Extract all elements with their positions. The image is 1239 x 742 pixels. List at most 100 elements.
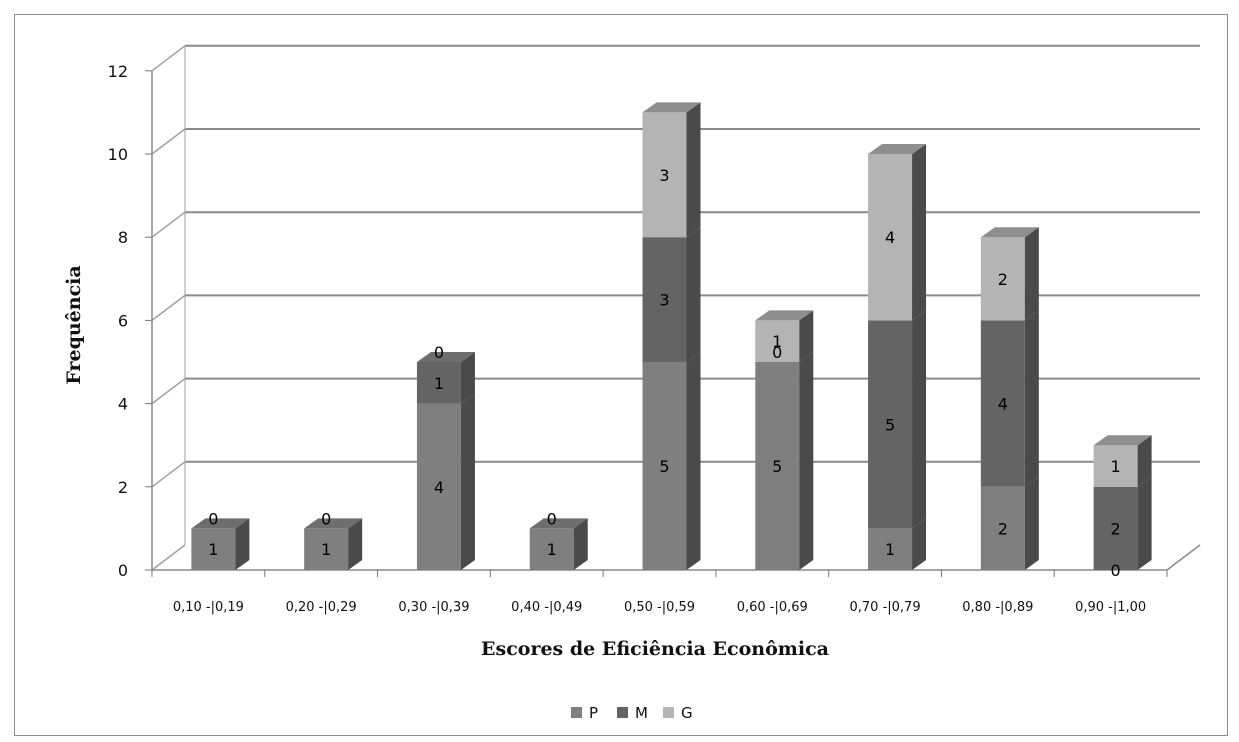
bar-segment-P bbox=[304, 528, 349, 570]
data-label-G: 0 bbox=[434, 343, 444, 362]
y-tick-label: 2 bbox=[118, 478, 128, 497]
bar-side-P bbox=[235, 518, 250, 570]
data-label-M: 5 bbox=[885, 415, 895, 434]
data-label-M: 0 bbox=[208, 509, 218, 528]
bar-segment-G bbox=[1093, 445, 1138, 487]
bar-side-P bbox=[573, 518, 588, 570]
bar-side-G bbox=[1024, 227, 1039, 321]
x-tick-label: 0,60 -|0,69 bbox=[737, 600, 808, 615]
y-tick-label: 8 bbox=[118, 228, 128, 247]
gridline-depth bbox=[151, 128, 186, 155]
x-tick-label: 0,80 -|0,89 bbox=[962, 600, 1033, 615]
gridline-depth bbox=[151, 45, 186, 72]
gridline-depth bbox=[151, 461, 186, 488]
y-axis-title: Frequência bbox=[63, 265, 85, 384]
bar-side-P bbox=[686, 352, 701, 570]
data-label-G: 1 bbox=[772, 332, 782, 351]
bar-top bbox=[191, 518, 250, 529]
legend-label-G: G bbox=[681, 704, 693, 722]
bar-segment-P bbox=[416, 403, 461, 570]
bar-side-G bbox=[912, 144, 927, 321]
data-label-P: 5 bbox=[772, 457, 782, 476]
gridline-depth bbox=[151, 378, 186, 405]
bar-side-M bbox=[1137, 476, 1152, 570]
bar-top bbox=[304, 518, 363, 529]
y-tick-label: 10 bbox=[108, 145, 128, 164]
gridline-depth bbox=[151, 211, 186, 238]
bar-segment-M bbox=[1093, 486, 1138, 570]
x-axis-title: Escores de Eficiência Econômica bbox=[481, 638, 829, 660]
data-label-P: 1 bbox=[885, 540, 895, 559]
bar-side-G bbox=[799, 310, 814, 362]
data-label-G: 1 bbox=[1111, 457, 1121, 476]
data-label-P: 1 bbox=[547, 540, 557, 559]
legend-swatch-P bbox=[571, 707, 582, 718]
x-tick-label: 0,10 -|0,19 bbox=[173, 600, 244, 615]
bar-segment-G bbox=[642, 112, 687, 238]
legend-swatch-G bbox=[663, 707, 674, 718]
y-tick-label: 0 bbox=[118, 561, 128, 580]
bar-segment-G bbox=[980, 237, 1025, 321]
data-label-M: 1 bbox=[434, 374, 444, 393]
data-label-M: 0 bbox=[547, 509, 557, 528]
data-label-P: 1 bbox=[208, 540, 218, 559]
bars-layer bbox=[191, 102, 1152, 570]
data-label-G: 2 bbox=[998, 270, 1008, 289]
data-label-M: 4 bbox=[998, 395, 1008, 414]
chart-frame bbox=[14, 14, 1228, 736]
gridline-depth bbox=[151, 294, 186, 321]
x-tick-label: 0,90 -|1,00 bbox=[1075, 600, 1146, 615]
data-label-G: 4 bbox=[885, 228, 895, 247]
y-tick-label: 4 bbox=[118, 395, 128, 414]
gridline-depth bbox=[151, 544, 186, 571]
bar-segment-G bbox=[868, 154, 913, 321]
data-label-M: 3 bbox=[659, 291, 669, 310]
bar-segment-P bbox=[755, 362, 800, 570]
bar-segment-P bbox=[529, 528, 574, 570]
bar-side-P bbox=[1024, 476, 1039, 570]
data-label-P: 5 bbox=[659, 457, 669, 476]
bar-side-P bbox=[912, 518, 927, 570]
legend-label-P: P bbox=[589, 704, 598, 722]
data-label-P: 1 bbox=[321, 540, 331, 559]
bar-top bbox=[1093, 435, 1152, 446]
bar-top bbox=[755, 310, 814, 321]
bar-top bbox=[980, 227, 1039, 238]
bar-side-P bbox=[460, 393, 475, 570]
bar-segment-P bbox=[191, 528, 236, 570]
bar-top bbox=[529, 518, 588, 529]
bar-segment-M bbox=[980, 320, 1025, 487]
y-tick-label: 6 bbox=[118, 311, 128, 330]
bar-side-P bbox=[348, 518, 363, 570]
bar-top bbox=[642, 102, 701, 113]
bar-side-G bbox=[1137, 435, 1152, 487]
data-label-M: 0 bbox=[772, 343, 782, 362]
bar-segment-P bbox=[980, 486, 1025, 570]
bar-segment-M bbox=[642, 237, 687, 362]
data-label-G: 3 bbox=[659, 166, 669, 185]
bar-side-M bbox=[460, 352, 475, 404]
x-tick-label: 0,20 -|0,29 bbox=[286, 600, 357, 615]
bar-segment-G bbox=[755, 320, 800, 362]
x-tick-label: 0,70 -|0,79 bbox=[850, 600, 921, 615]
bar-side-M bbox=[1024, 310, 1039, 487]
bar-segment-M bbox=[868, 320, 913, 529]
bar-top bbox=[416, 352, 475, 362]
data-label-P: 4 bbox=[434, 478, 444, 497]
bar-segment-M bbox=[416, 362, 461, 404]
x-tick-label: 0,30 -|0,39 bbox=[398, 600, 469, 615]
bar-segment-P bbox=[868, 528, 913, 570]
bar-top bbox=[868, 144, 927, 154]
bar-side-M bbox=[686, 227, 701, 362]
y-tick-label: 12 bbox=[108, 62, 128, 81]
bar-side-G bbox=[686, 102, 701, 238]
data-label-P: 2 bbox=[998, 519, 1008, 538]
data-label-P: 0 bbox=[1111, 561, 1121, 580]
data-label-M: 0 bbox=[321, 509, 331, 528]
bar-segment-P bbox=[642, 362, 687, 570]
x-tick-label: 0,40 -|0,49 bbox=[511, 600, 582, 615]
legend-label-M: M bbox=[635, 704, 648, 722]
